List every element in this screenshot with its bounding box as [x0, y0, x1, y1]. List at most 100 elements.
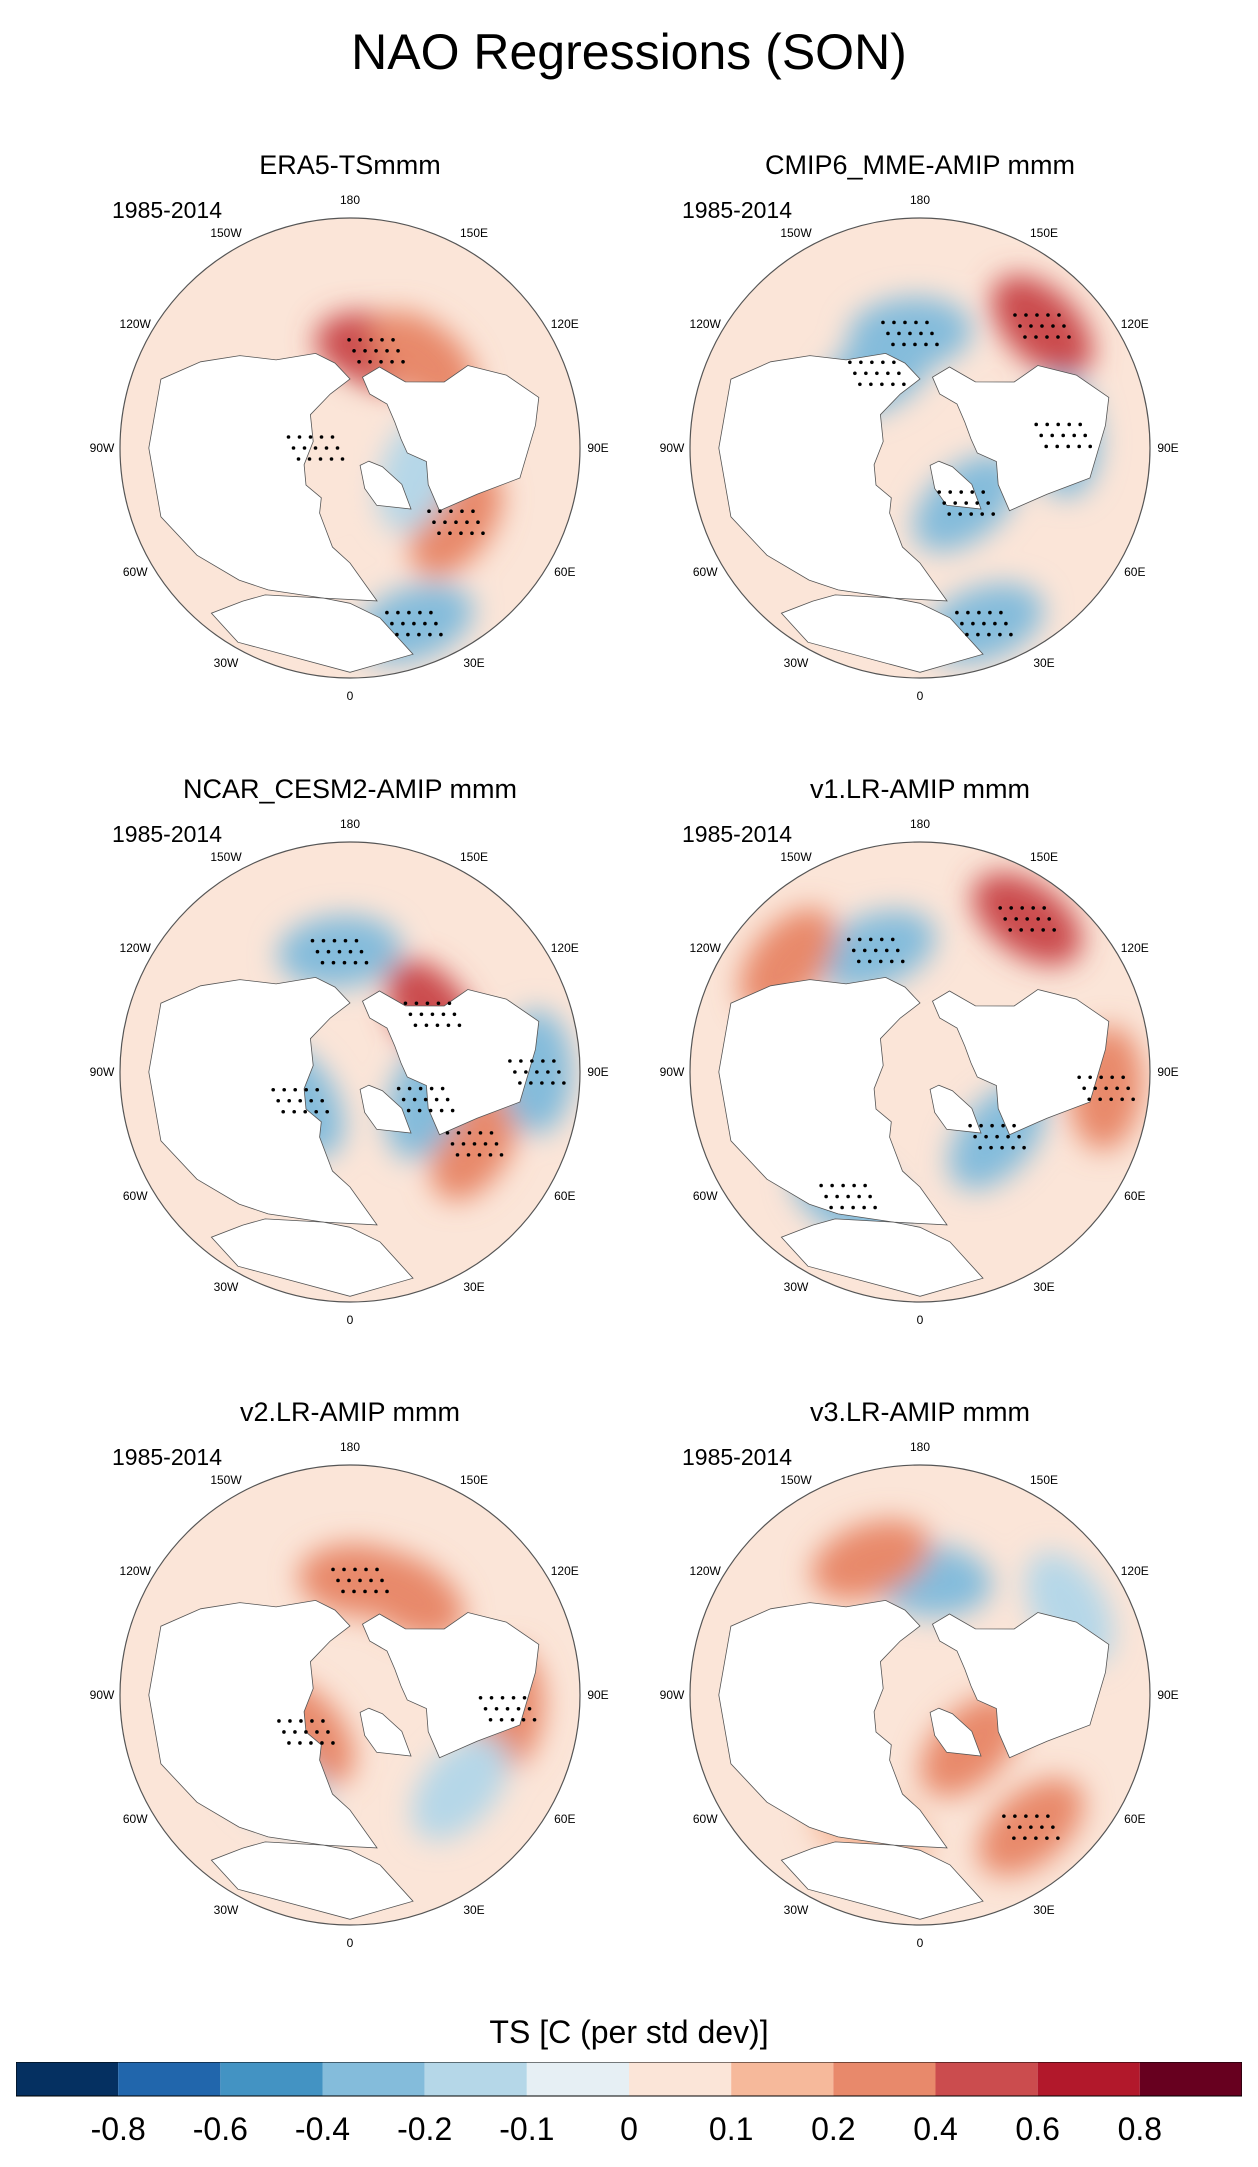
significance-dot [973, 1134, 977, 1139]
significance-dot [824, 1194, 828, 1199]
panel-title: CMIP6_MME-AMIP mmm [764, 150, 1075, 180]
significance-dot [332, 938, 337, 943]
significance-dot [562, 1081, 566, 1085]
colorbar-swatch [220, 2062, 323, 2096]
panel-title: ERA5-TSmmm [259, 150, 441, 180]
longitude-label: 120E [551, 941, 579, 955]
significance-dot [518, 1081, 522, 1085]
significance-dot [348, 949, 353, 954]
significance-dot [324, 446, 329, 450]
significance-dot [347, 1578, 351, 1583]
significance-dot [321, 938, 326, 943]
longitude-label: 60E [1124, 565, 1145, 579]
significance-dot [396, 349, 400, 353]
significance-dot [1120, 1097, 1124, 1102]
significance-dot [309, 1098, 314, 1103]
significance-dot [1098, 1097, 1102, 1102]
significance-dot [380, 338, 384, 342]
longitude-label: 30W [784, 1280, 809, 1294]
significance-dot [390, 621, 394, 626]
significance-dot [976, 632, 980, 637]
significance-dot [352, 1589, 356, 1594]
significance-dot [450, 1142, 455, 1146]
polar-map: 180 150E 120E 90E 60E 30E 0 30W 60W 90W 120W 150W [660, 817, 1179, 1327]
significance-dot [456, 1131, 461, 1135]
significance-dot [472, 1142, 477, 1146]
colorbar-swatch [424, 2062, 527, 2096]
significance-dot [406, 632, 410, 637]
significance-dot [1041, 928, 1045, 932]
significance-dot [277, 1719, 281, 1723]
significance-dot [1031, 906, 1035, 910]
significance-dot [478, 1695, 483, 1700]
significance-dot [835, 1194, 839, 1199]
significance-dot [1006, 1134, 1010, 1139]
longitude-label: 90E [587, 441, 608, 455]
significance-dot [357, 360, 361, 364]
land-mask [148, 1599, 378, 1849]
longitude-label: 120W [120, 941, 152, 955]
significance-dot [354, 938, 359, 943]
land-mask [718, 1599, 948, 1849]
significance-dot [303, 1109, 308, 1114]
significance-dot [375, 1567, 379, 1572]
significance-dot [434, 621, 438, 626]
significance-dot [293, 1087, 298, 1092]
significance-dot [852, 1183, 856, 1188]
significance-dot [414, 1001, 419, 1006]
significance-dot [903, 320, 907, 325]
significance-dot [343, 938, 348, 943]
significance-dot [986, 501, 991, 505]
significance-dot [276, 1098, 281, 1103]
significance-dot [320, 1741, 324, 1745]
significance-dot [535, 1070, 539, 1074]
land-mask [718, 352, 948, 602]
colorbar-swatch [629, 2062, 732, 2096]
significance-dot [891, 382, 895, 387]
colorbar-swatch [118, 2062, 221, 2096]
longitude-label: 120W [120, 1564, 152, 1578]
significance-dot [445, 1097, 450, 1102]
significance-dot [1082, 1086, 1086, 1091]
map-border [119, 1464, 581, 1926]
colorbar-tick-label: 0.2 [811, 2111, 855, 2147]
significance-dot [385, 349, 389, 353]
significance-dot [488, 1153, 493, 1157]
significance-dot [407, 610, 411, 615]
significance-dot [1088, 1075, 1092, 1080]
significance-dot [919, 331, 923, 336]
longitude-label: 90W [660, 1065, 685, 1079]
significance-dot [1018, 324, 1022, 328]
longitude-label: 180 [910, 1440, 930, 1454]
significance-dot [881, 320, 885, 325]
significance-dot [499, 1717, 504, 1722]
significance-dot [889, 959, 894, 964]
significance-dot [299, 1719, 303, 1723]
colorbar-tick-label: 0.6 [1015, 2111, 1059, 2147]
significance-dot [369, 338, 373, 342]
significance-dot [1030, 928, 1034, 932]
significance-dot [1057, 313, 1061, 317]
anomaly-region [411, 1734, 509, 1841]
significance-dot [368, 360, 372, 364]
significance-dot [452, 1012, 457, 1017]
significance-dot [470, 531, 474, 536]
significance-dot [335, 446, 340, 450]
significance-dot [447, 1001, 452, 1006]
significance-dot [864, 371, 868, 376]
page-title: NAO Regressions (SON) [351, 24, 907, 80]
longitude-label: 90E [1157, 1065, 1178, 1079]
land-mask [361, 1612, 540, 1759]
significance-dot [380, 1578, 384, 1583]
significance-dot [892, 360, 896, 365]
significance-dot [428, 632, 432, 637]
significance-dot [530, 1059, 534, 1063]
longitude-label: 30W [784, 1903, 809, 1917]
longitude-label: 150W [210, 1473, 242, 1487]
significance-dot [1025, 917, 1029, 921]
significance-dot [1077, 444, 1082, 449]
significance-dot [391, 338, 395, 342]
significance-dot [476, 520, 480, 525]
significance-dot [353, 960, 358, 965]
significance-dot [477, 1153, 482, 1157]
